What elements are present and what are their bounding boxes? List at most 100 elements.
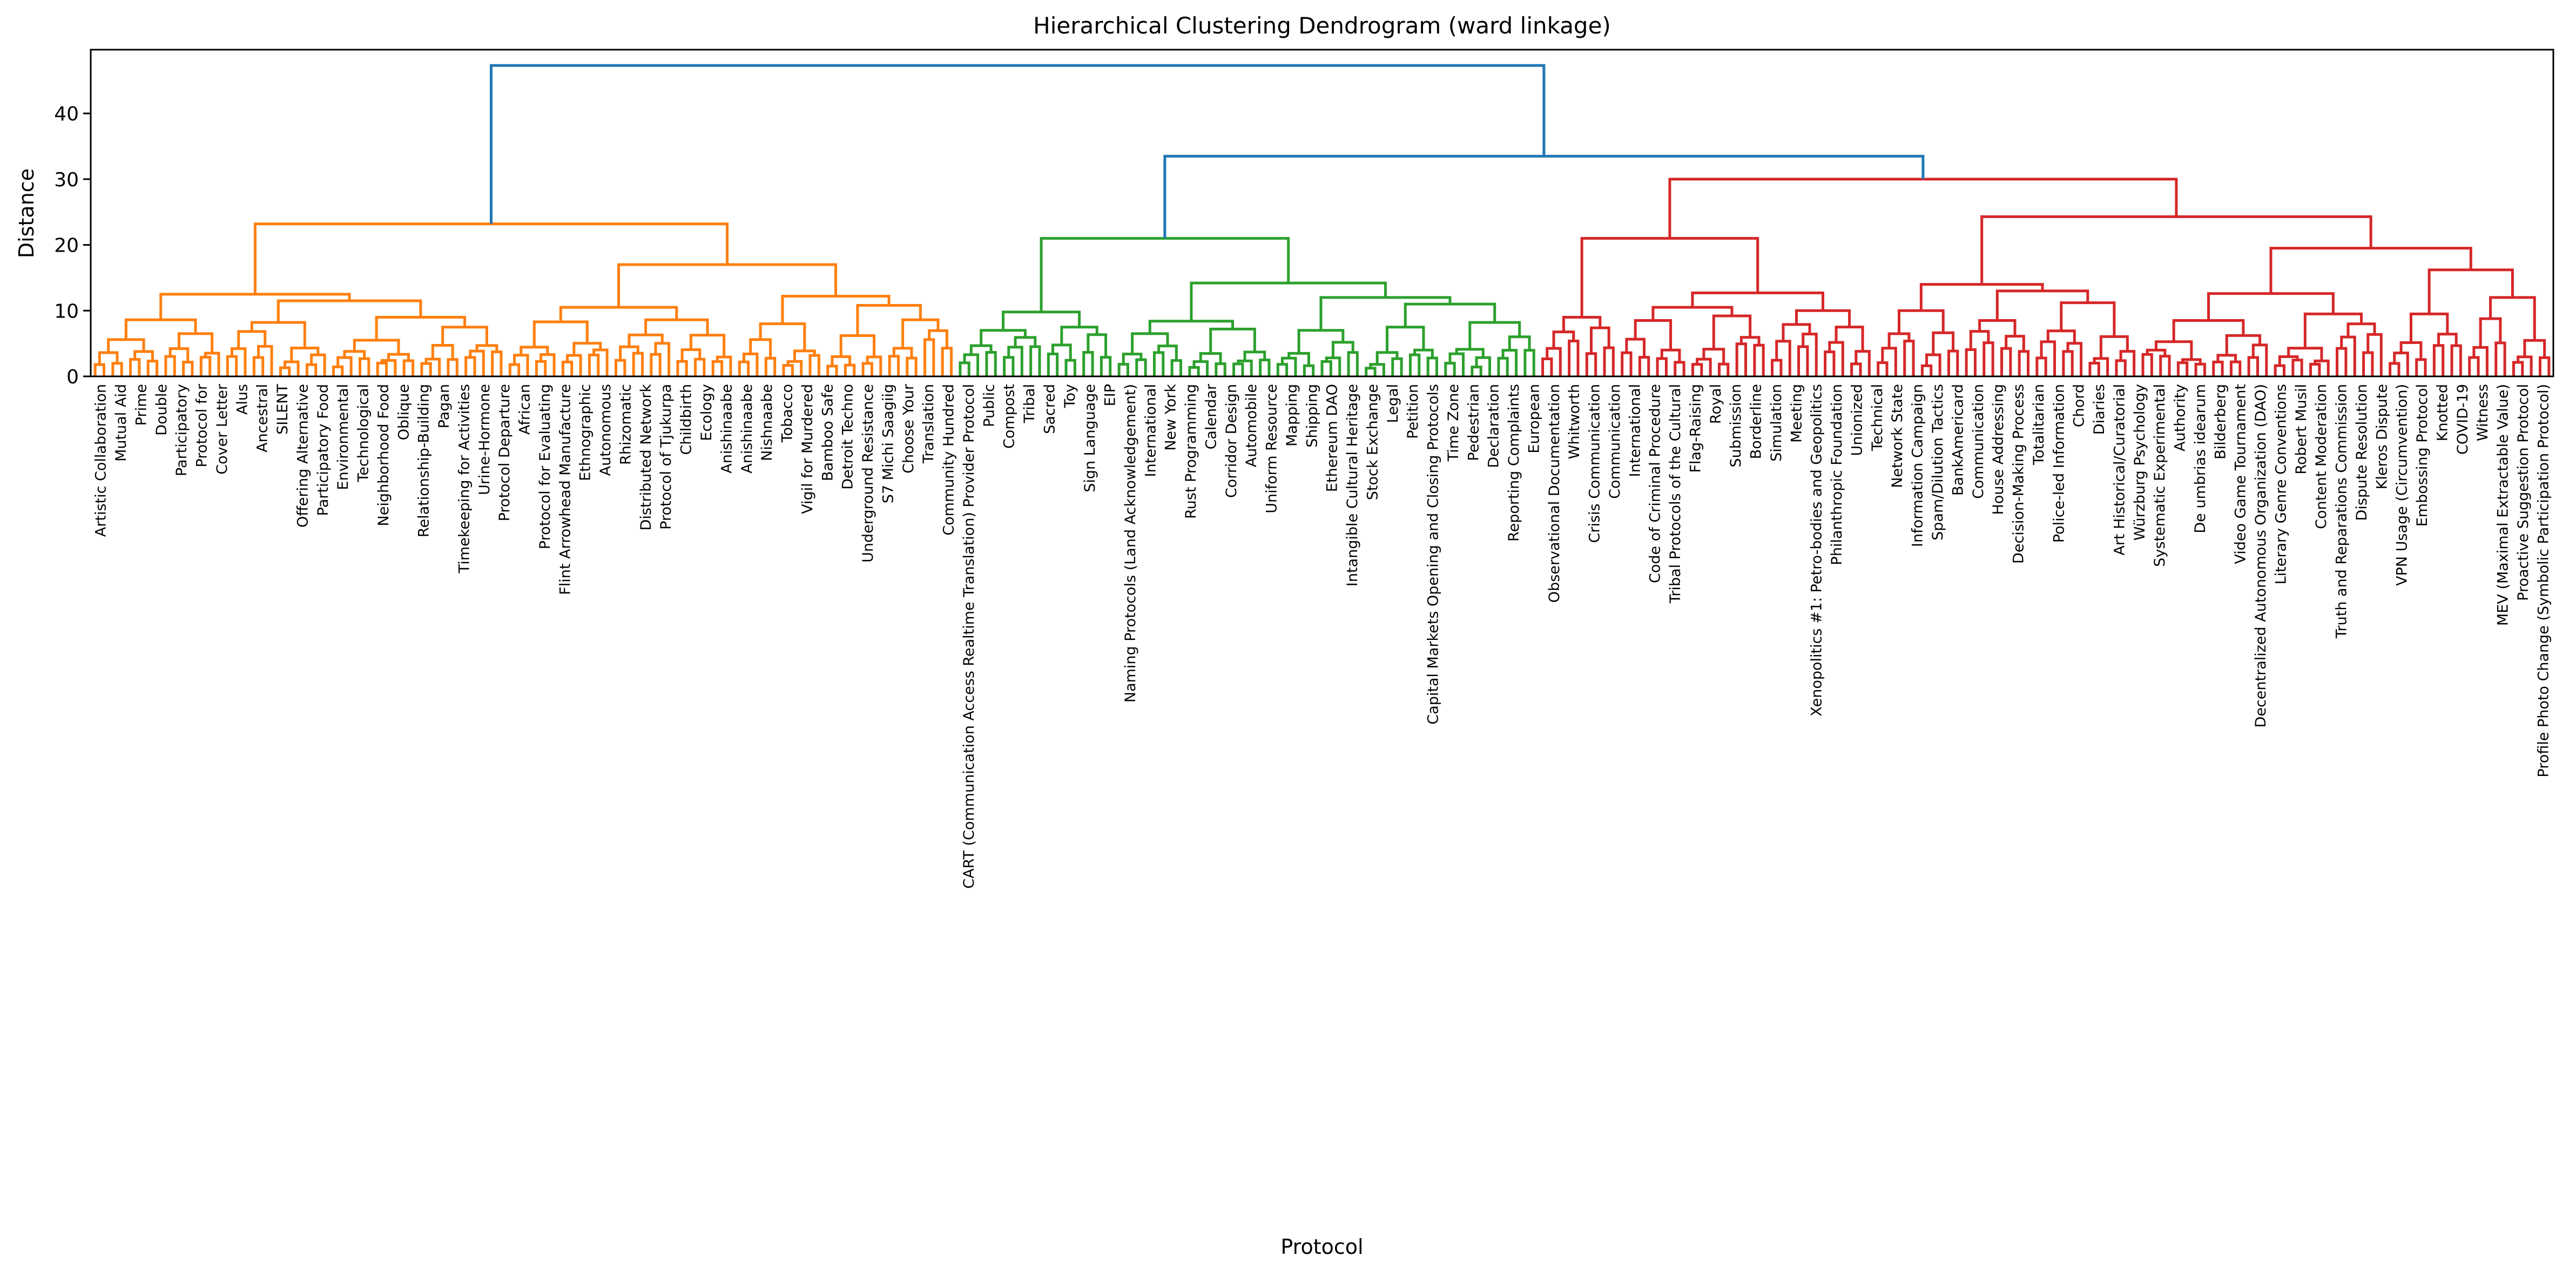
dendrogram-link — [1562, 315, 1602, 332]
dendrogram-link — [1850, 362, 1862, 376]
dendrogram-link — [676, 360, 688, 376]
dendrogram-link — [2278, 355, 2299, 366]
dendrogram-link — [1347, 351, 1359, 376]
dendrogram-link — [1060, 326, 1098, 345]
leaf-label: Bilderberg — [2212, 384, 2229, 460]
dendrogram-link — [1215, 362, 1226, 376]
dendrogram-link — [1696, 357, 1712, 376]
leaf-label: Sign Language — [1082, 384, 1098, 492]
leaf-label: SILENT — [274, 384, 291, 435]
dendrogram-link — [237, 330, 267, 349]
leaf-label: Kleros Dispute — [2373, 384, 2390, 489]
dendrogram-link — [2340, 335, 2356, 376]
dendrogram-link — [1568, 339, 1580, 376]
dendrogram-link — [1691, 363, 1703, 376]
dendrogram-link — [1771, 359, 1783, 376]
leaf-label: Childbirth — [678, 384, 695, 455]
dendrogram-link — [1303, 364, 1315, 376]
dendrogram-link — [540, 353, 556, 376]
dendrogram-link — [2062, 350, 2074, 376]
dendrogram-link — [614, 359, 626, 376]
leaf-label: Prime — [133, 384, 150, 426]
dendrogram-link — [2141, 353, 2153, 376]
dendrogram-link — [1638, 356, 1650, 376]
leaf-label: Pedestrian — [1465, 384, 1482, 461]
leaf-label: Environmental — [335, 384, 352, 490]
leaf-label: Sacred — [1041, 384, 1058, 434]
dendrogram-link — [694, 357, 706, 376]
dendrogram-link — [2512, 361, 2524, 376]
dendrogram-link — [689, 334, 726, 357]
dendrogram-link — [1029, 345, 1041, 376]
dendrogram-link — [489, 64, 1546, 224]
leaf-label: Diaries — [2091, 384, 2108, 435]
y-tick-label: 10 — [54, 300, 79, 322]
leaf-label: Submission — [1728, 384, 1744, 467]
leaf-label: Participatory Food — [315, 384, 332, 516]
dendrogram-link — [716, 355, 732, 376]
dendrogram-link — [1391, 357, 1403, 376]
leaf-label: Royal — [1708, 384, 1724, 424]
dendrogram-link — [1674, 361, 1685, 376]
dendrogram-link — [1828, 341, 1844, 376]
leaf-label: Ancestral — [254, 384, 271, 453]
leaf-label: Knotted — [2434, 384, 2451, 441]
dendrogram-link — [1404, 302, 1496, 327]
dendrogram-link — [2093, 357, 2109, 376]
dendrogram-link — [2415, 358, 2427, 376]
leaf-label: Anishinaabe — [718, 384, 735, 474]
leaf-label: Cover Letter — [214, 383, 231, 475]
dendrogram-link — [1980, 215, 2372, 285]
leaf-label: Meeting — [1788, 384, 1805, 443]
dendrogram-link — [133, 350, 154, 361]
dendrogram-link — [2538, 356, 2551, 376]
leaf-label: CART (Communication Access Realtime Tran… — [961, 384, 977, 889]
leaf-label: Relationship-Building — [416, 384, 433, 537]
dendrogram-link — [1603, 346, 1615, 376]
dendrogram-link — [711, 360, 724, 376]
dendrogram-link — [866, 355, 882, 376]
leaf-label: Compost — [1001, 384, 1018, 449]
leaf-label: Totalitarian — [2031, 384, 2047, 465]
leaf-label: EIP — [1102, 384, 1119, 406]
dendrogram-link — [1585, 352, 1597, 376]
dendrogram-link — [980, 329, 1027, 346]
dendrogram-link — [1735, 342, 1748, 376]
leaf-label: Profile Photo Change (Symbolic Participa… — [2535, 384, 2552, 778]
dendrogram-link — [332, 365, 344, 376]
dendrogram-link — [1552, 330, 1575, 349]
dendrogram-link — [535, 360, 547, 376]
dendrogram-link — [305, 363, 318, 376]
dendrogram-link — [1365, 367, 1377, 376]
dendrogram-link — [1656, 357, 1668, 376]
dendrogram-link — [2409, 312, 2449, 343]
dendrogram-link — [1877, 361, 1889, 376]
leaf-label: Public — [981, 384, 997, 427]
y-tick-label: 0 — [66, 366, 79, 388]
leaf-label: Uniform Resource — [1264, 384, 1280, 514]
dendrogram-link — [1881, 347, 1897, 376]
leaf-label: Borderline — [1748, 384, 1765, 459]
dendrogram-link — [826, 364, 838, 376]
dendrogram-link — [1802, 333, 1818, 376]
dendrogram-link — [424, 357, 441, 376]
dendrogram-link — [2389, 362, 2400, 376]
dendrogram-link — [93, 363, 106, 376]
dendrogram-link — [2035, 356, 2047, 376]
dendrogram-link — [532, 320, 589, 347]
dendrogram-link — [2432, 344, 2445, 376]
leaf-label: Double — [153, 384, 170, 436]
leaf-label: Mapping — [1284, 384, 1300, 447]
dendrogram-link — [861, 362, 873, 376]
dendrogram-link — [1040, 237, 1290, 312]
dendrogram-link — [1369, 363, 1385, 376]
dendrogram-link — [376, 361, 388, 376]
leaf-label: Shipping — [1304, 384, 1320, 448]
leaf-label: Literary Genre Conventions — [2272, 384, 2289, 584]
leaf-label: Content Moderation — [2313, 384, 2330, 529]
dendrogram-link — [252, 356, 265, 376]
leaf-label: Simulation — [1768, 384, 1785, 462]
dendrogram-link — [491, 350, 503, 376]
leaf-label: Video Game Tournament — [2233, 384, 2249, 564]
leaf-label: Artistic Collaboration — [93, 384, 110, 537]
